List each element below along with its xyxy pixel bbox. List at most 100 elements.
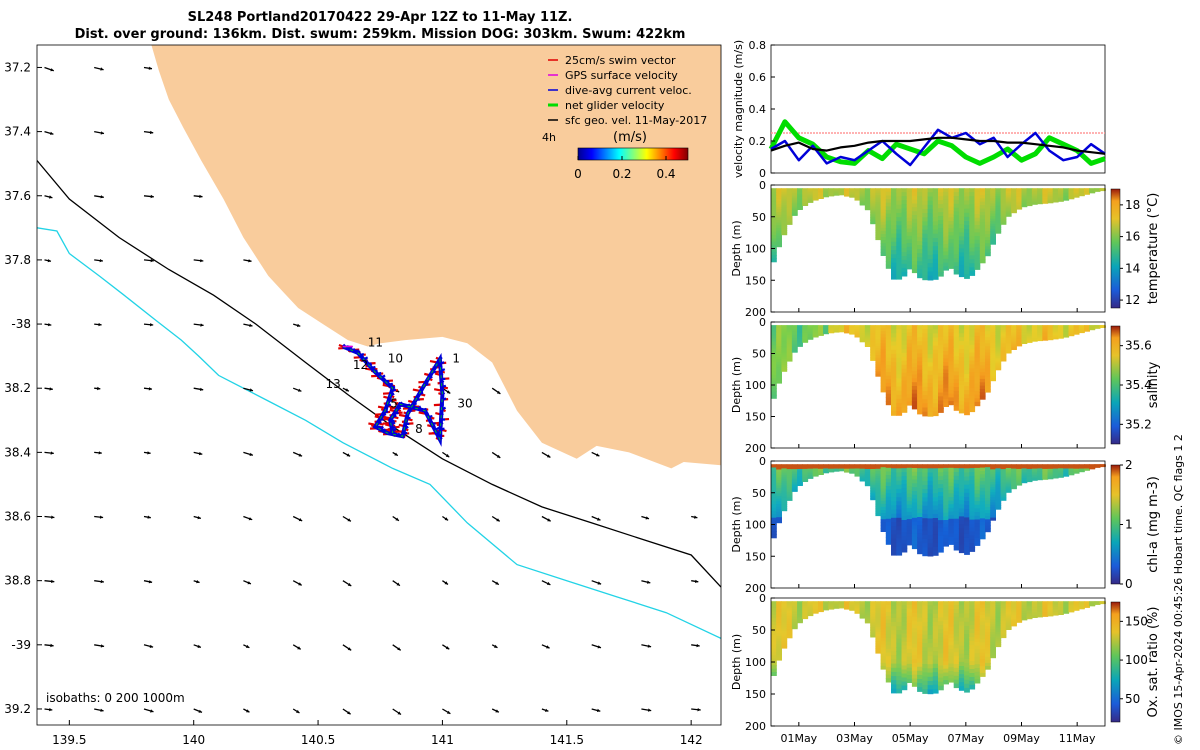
section-cell bbox=[911, 222, 918, 228]
section-cell bbox=[995, 229, 1002, 232]
section-cell bbox=[885, 500, 892, 505]
section-cell bbox=[1031, 471, 1038, 473]
section-cell bbox=[859, 480, 866, 482]
figure-title-line2: Dist. over ground: 136km. Dist. swum: 25… bbox=[74, 27, 686, 42]
section-cell bbox=[781, 221, 788, 225]
section-cell bbox=[1016, 475, 1023, 477]
section-cell bbox=[911, 245, 918, 251]
section-cell bbox=[938, 372, 944, 378]
section-cell bbox=[875, 485, 882, 489]
section-cell bbox=[859, 333, 866, 335]
section-cell bbox=[859, 336, 866, 338]
section-cell bbox=[1026, 473, 1033, 475]
depth-ylabel: Depth (m) bbox=[730, 357, 743, 413]
section-cell bbox=[1000, 344, 1007, 347]
section-cell bbox=[1047, 336, 1054, 339]
section-cell bbox=[791, 339, 798, 342]
section-cell bbox=[985, 364, 991, 369]
section-cell bbox=[974, 265, 981, 270]
map-xtick-label: 139.5 bbox=[52, 733, 86, 747]
section-cell bbox=[906, 332, 913, 337]
section-cell bbox=[969, 535, 976, 540]
section-cell bbox=[828, 195, 835, 197]
section-cell bbox=[870, 477, 876, 480]
section-cell bbox=[969, 325, 976, 330]
section-cell bbox=[995, 231, 1002, 234]
section-cell bbox=[948, 361, 955, 366]
section-cell bbox=[781, 637, 788, 641]
section-cell bbox=[870, 464, 876, 467]
section-cell bbox=[781, 358, 788, 362]
sfc-vel-arrowhead bbox=[298, 518, 303, 522]
section-cell bbox=[1011, 464, 1017, 466]
section-cell bbox=[885, 346, 892, 351]
section-cell bbox=[943, 395, 949, 400]
section-cell bbox=[791, 203, 798, 205]
section-cell bbox=[1000, 493, 1007, 496]
section-cell bbox=[943, 354, 949, 359]
section-cell bbox=[880, 203, 887, 208]
section-cell bbox=[1031, 479, 1038, 481]
section-cell bbox=[917, 464, 923, 469]
section-cell bbox=[771, 531, 777, 535]
section-cell bbox=[958, 380, 965, 386]
section-cell bbox=[922, 188, 929, 193]
sfc-vel-arrowhead bbox=[546, 454, 551, 458]
section-cell bbox=[964, 402, 970, 408]
section-cell bbox=[896, 390, 903, 396]
map-xtick-label: 142 bbox=[680, 733, 703, 747]
section-cell bbox=[896, 357, 903, 363]
section-cell bbox=[985, 361, 991, 366]
section-cell bbox=[1016, 341, 1023, 343]
section-cell bbox=[880, 355, 887, 360]
section-cell bbox=[771, 668, 777, 673]
section-cell bbox=[1037, 333, 1043, 335]
section-cell bbox=[953, 491, 960, 496]
section-cell bbox=[953, 518, 960, 524]
section-cell bbox=[990, 489, 996, 493]
section-cell bbox=[1011, 342, 1017, 345]
section-cell bbox=[802, 466, 809, 468]
section-cell bbox=[974, 537, 981, 543]
section-cell bbox=[911, 382, 918, 387]
section-cell bbox=[1021, 466, 1028, 469]
section-cell bbox=[974, 339, 981, 345]
section-cell bbox=[1063, 192, 1070, 194]
section-cell bbox=[1000, 191, 1007, 194]
section-cell bbox=[791, 479, 798, 481]
section-cell bbox=[791, 614, 798, 617]
section-cell bbox=[875, 494, 882, 498]
section-cell bbox=[818, 473, 824, 475]
section-cell bbox=[797, 337, 803, 340]
section-cell bbox=[849, 333, 856, 335]
section-cell bbox=[781, 635, 788, 638]
section-cell bbox=[791, 475, 798, 478]
section-cell bbox=[791, 327, 798, 330]
section-cell bbox=[953, 336, 960, 342]
section-cell bbox=[958, 224, 965, 229]
section-cell bbox=[885, 191, 892, 196]
section-cell bbox=[1031, 333, 1038, 336]
section-cell bbox=[880, 385, 887, 390]
section-cell bbox=[771, 645, 777, 649]
section-cell bbox=[781, 607, 788, 611]
section-cell bbox=[953, 394, 960, 400]
section-cell bbox=[990, 228, 996, 232]
section-cell bbox=[864, 469, 871, 471]
section-cell bbox=[875, 466, 882, 470]
section-cell bbox=[927, 395, 934, 401]
section-cell bbox=[1037, 197, 1043, 199]
section-cell bbox=[880, 485, 887, 490]
sfc-vel-arrowhead bbox=[150, 258, 154, 263]
section-cell bbox=[906, 217, 913, 222]
section-cell bbox=[911, 363, 918, 368]
section-cell bbox=[854, 194, 861, 196]
sfc-vel-arrowhead bbox=[596, 453, 600, 457]
section-cell bbox=[1052, 338, 1059, 340]
section-cell bbox=[776, 222, 782, 226]
section-cell bbox=[786, 604, 793, 607]
sfc-vel-arrowhead bbox=[647, 644, 652, 648]
section-cell bbox=[974, 214, 981, 219]
section-cell bbox=[776, 198, 782, 203]
section-cell bbox=[995, 353, 1002, 357]
